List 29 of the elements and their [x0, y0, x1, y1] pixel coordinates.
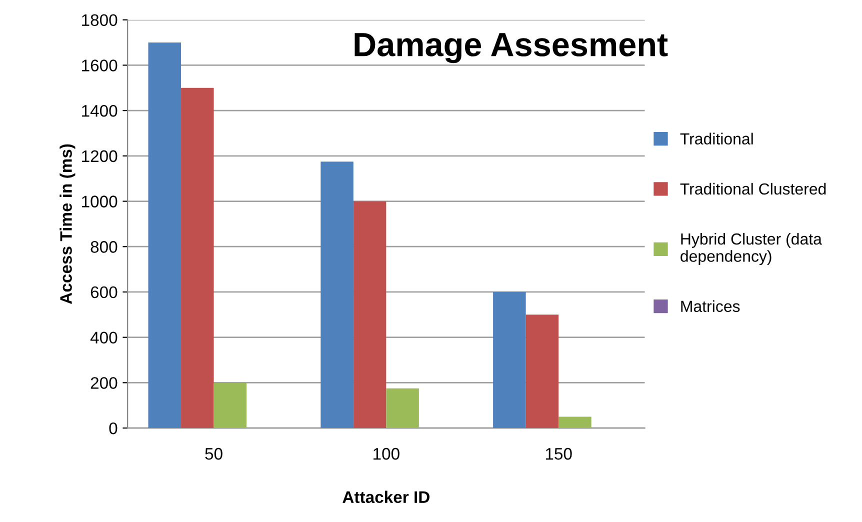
x-tick-label: 150	[546, 448, 572, 460]
y-tick-label: 600	[90, 286, 118, 298]
y-tick-label: 1800	[82, 14, 118, 26]
bar	[558, 416, 592, 428]
y-axis-title: Access Time in (ms)	[60, 144, 76, 304]
y-tick-label: 1400	[82, 104, 118, 117]
bar	[320, 162, 354, 428]
x-tick-label: 50	[205, 448, 222, 460]
y-tick-label: 1000	[82, 196, 118, 208]
y-tick-label: 800	[90, 241, 118, 253]
legend-label: Traditional	[680, 132, 753, 145]
y-tick-label: 400	[90, 332, 118, 344]
y-tick-label: 0	[109, 422, 118, 434]
chart-title: Damage Assesment	[354, 33, 668, 64]
bar	[353, 201, 386, 428]
legend-label: Traditional Clustered	[680, 182, 826, 195]
y-tick-label: 1600	[82, 60, 118, 72]
bar	[386, 388, 419, 428]
bar	[526, 314, 559, 428]
legend-label: Matrices	[681, 300, 740, 312]
legend-label: Hybrid Cluster (data dependency)	[680, 232, 822, 266]
bar	[493, 292, 526, 428]
y-tick-label: 200	[90, 377, 118, 389]
x-tick-label: 100	[374, 448, 400, 460]
x-axis-title: Attacker ID	[342, 490, 430, 504]
bar	[181, 88, 214, 428]
bar	[214, 382, 247, 428]
bar	[148, 42, 182, 428]
y-tick-label: 1200	[82, 150, 118, 162]
